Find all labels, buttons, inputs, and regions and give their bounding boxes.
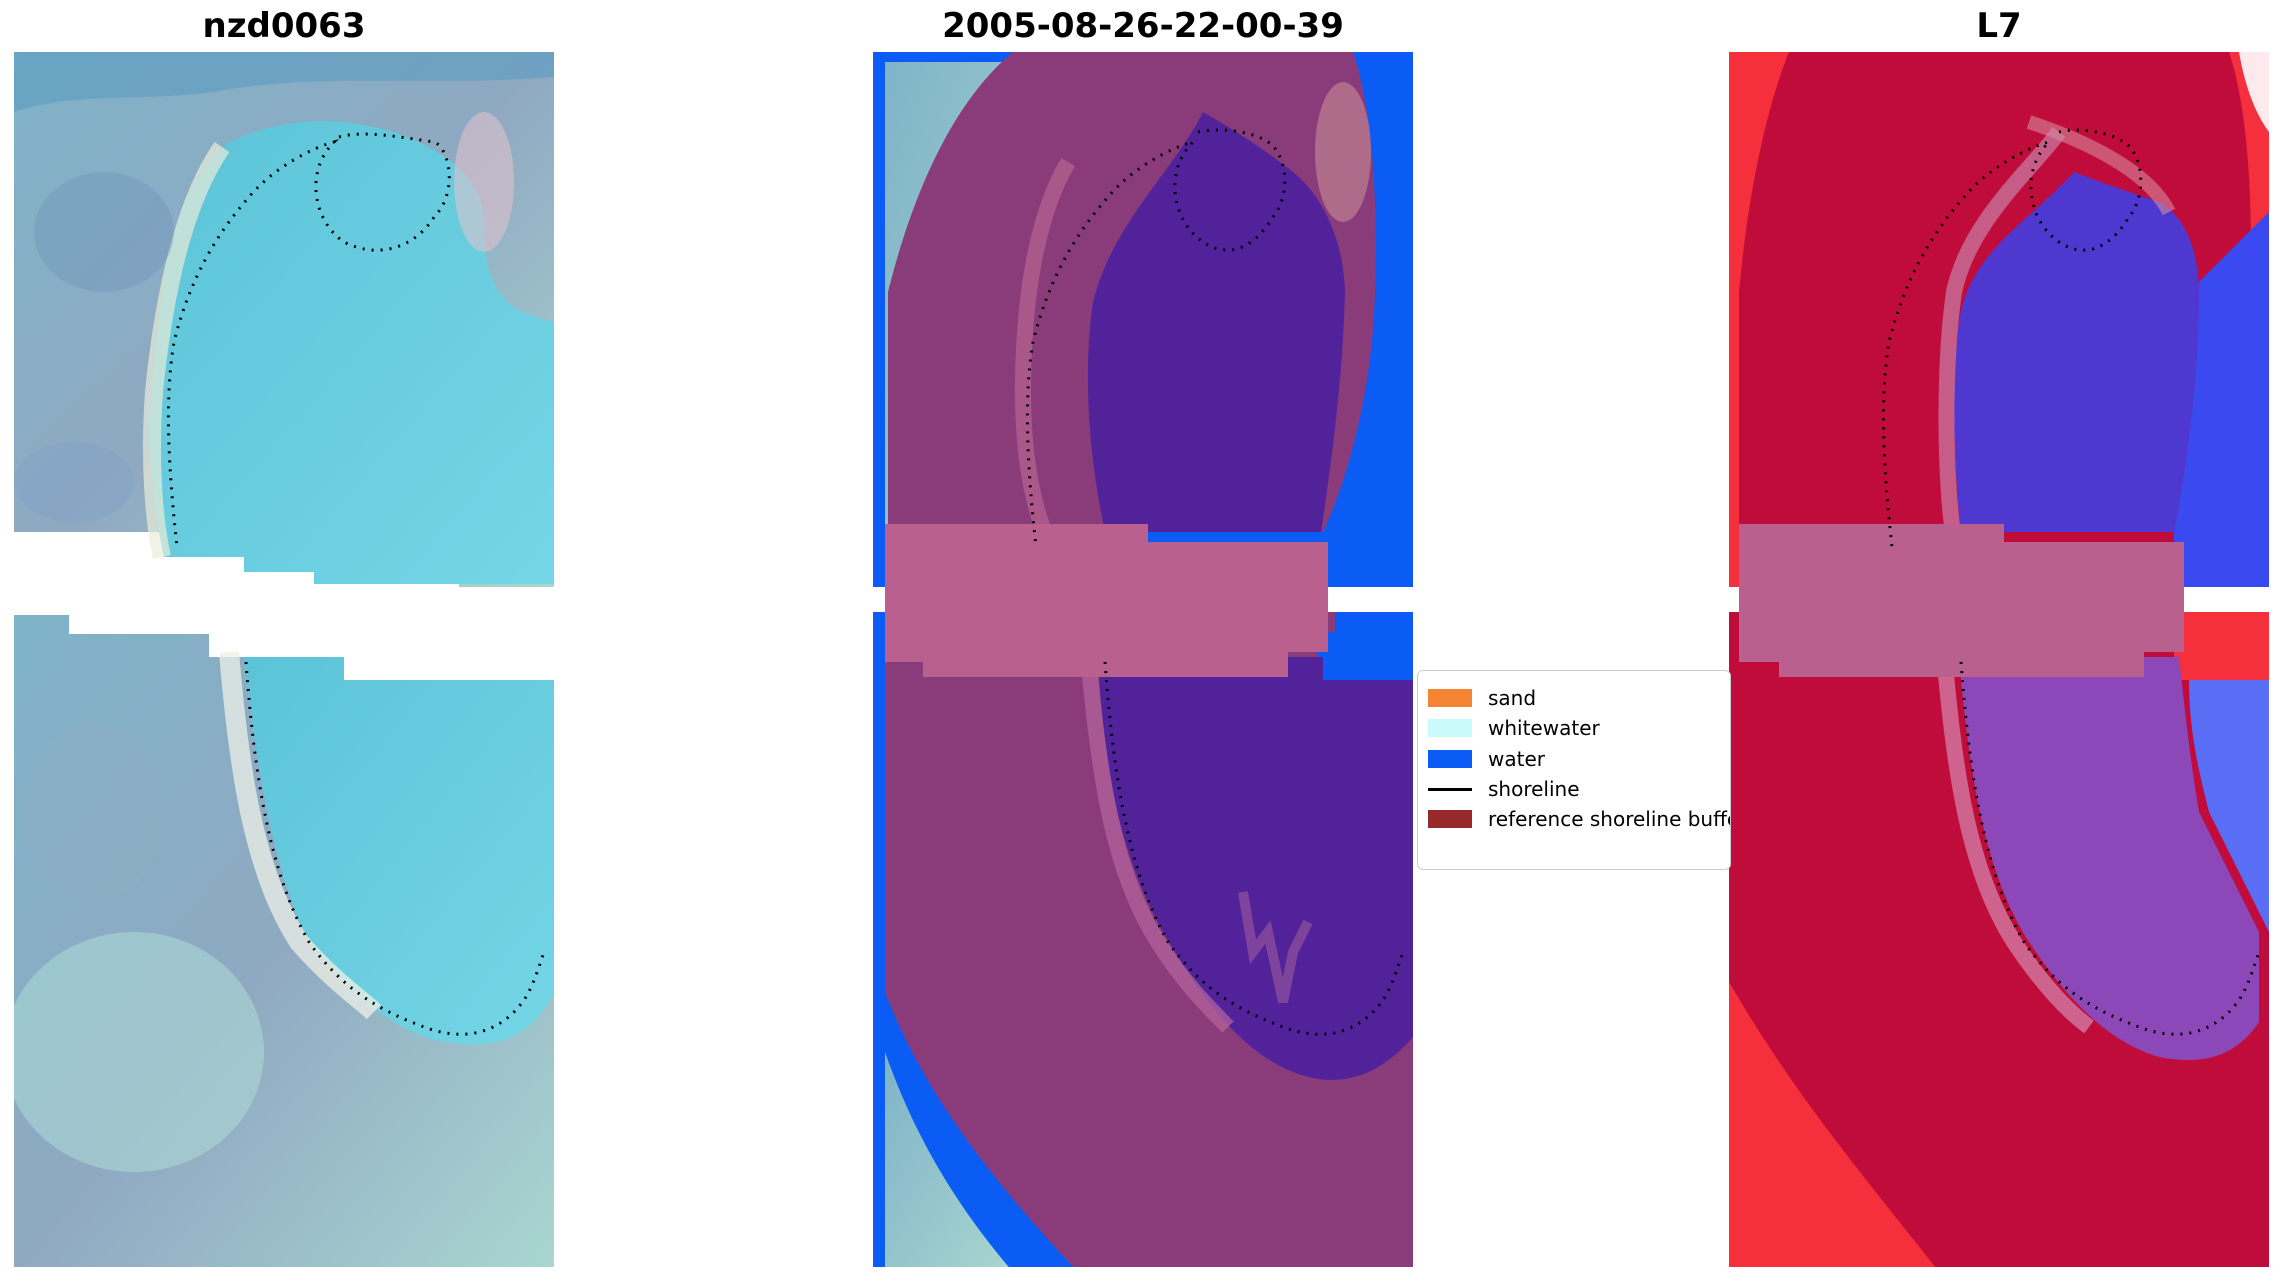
legend-swatch-whitewater xyxy=(1428,719,1472,737)
panel-title-index: L7 xyxy=(1976,6,2022,46)
legend-swatch-reference-buffer xyxy=(1428,810,1472,828)
classification-top-block xyxy=(873,52,1413,587)
legend-swatch-water xyxy=(1428,750,1472,768)
legend-label-sand: sand xyxy=(1488,686,1537,710)
classification-panel xyxy=(873,52,1413,1267)
panel-title-rgb: nzd0063 xyxy=(202,6,366,46)
panel-title-classification: 2005-08-26-22-00-39 xyxy=(942,6,1344,46)
index-top-block xyxy=(1729,52,2269,587)
legend-item-shoreline: shoreline xyxy=(1428,774,1580,804)
shoreline-index xyxy=(1881,128,2261,1036)
legend-swatch-sand xyxy=(1428,689,1472,707)
legend-item-sand: sand xyxy=(1428,683,1536,713)
rgb-top-block xyxy=(14,52,554,587)
shoreline-rgb xyxy=(166,132,546,1036)
shoreline-classification xyxy=(1025,128,1405,1036)
image-gap-band xyxy=(1739,524,2184,677)
legend-item-water: water xyxy=(1428,744,1545,774)
index-bottom-block xyxy=(1729,612,2269,1267)
legend-line-shoreline xyxy=(1428,787,1472,791)
legend-item-reference-buffer: reference shoreline buffer xyxy=(1428,804,1731,834)
legend-label-reference-buffer: reference shoreline buffer xyxy=(1488,807,1731,831)
index-panel xyxy=(1729,52,2269,1267)
rgb-image-panel xyxy=(14,52,554,1267)
legend-item-whitewater: whitewater xyxy=(1428,713,1600,743)
classification-bottom-block xyxy=(873,612,1413,1267)
rgb-bottom-block xyxy=(14,615,554,1267)
legend-label-shoreline: shoreline xyxy=(1488,777,1580,801)
legend-label-whitewater: whitewater xyxy=(1488,716,1600,740)
image-gap-band xyxy=(885,524,1328,677)
legend-label-water: water xyxy=(1488,747,1545,771)
legend: sand whitewater water shoreline referenc… xyxy=(1417,670,1731,870)
